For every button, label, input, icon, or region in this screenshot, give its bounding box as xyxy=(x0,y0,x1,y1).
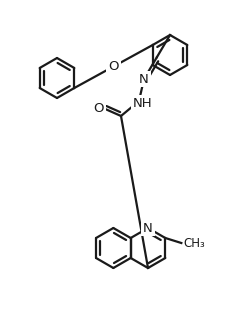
Text: CH₃: CH₃ xyxy=(183,236,205,250)
Text: O: O xyxy=(94,102,104,115)
Text: N: N xyxy=(139,72,149,86)
Text: O: O xyxy=(108,60,119,73)
Text: NH: NH xyxy=(133,97,153,110)
Text: N: N xyxy=(143,221,153,234)
